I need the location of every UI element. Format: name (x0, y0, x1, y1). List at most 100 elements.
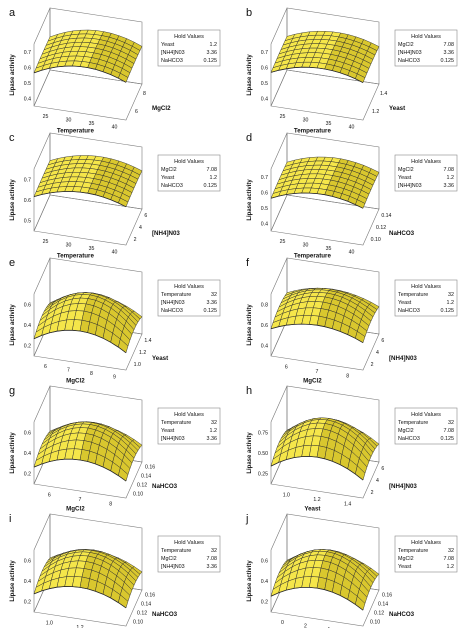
x-axis-title: Yeast (304, 505, 320, 512)
x-tick-label: 35 (89, 246, 95, 252)
hold-values-title: Hold Values (174, 34, 204, 40)
hold-variable: Temperature (161, 548, 191, 554)
z-tick-label: 0.7 (24, 177, 31, 183)
y-tick-label: 4 (376, 350, 379, 356)
hold-value: 3.36 (207, 564, 218, 570)
y-axis-title: Yeast (389, 105, 405, 112)
x-axis-title: Temperature (294, 127, 332, 134)
z-tick-label: 0.2 (261, 600, 268, 606)
hold-value: 3.36 (207, 300, 218, 306)
hold-values-title: Hold Values (174, 412, 204, 418)
y-tick-label: 0.10 (133, 620, 143, 626)
hold-values-box: Hold Values Temperature 32 Yeast 1.2 NaHCO3 0.… (394, 279, 458, 317)
z-axis-title: Lipase activity (10, 179, 16, 221)
z-axis-title: Lipase activity (10, 54, 16, 96)
x-tick-label: 7 (316, 369, 319, 375)
y-tick-label: 1.4 (144, 338, 151, 344)
panel-letter: i (9, 513, 11, 525)
z-tick-label: 0.4 (261, 344, 268, 350)
panel-e: e MgCl2 Yeast Lipase activity 6 7 8 9 1.0 1.2 1.4 0… (9, 257, 221, 384)
hold-values-box: Hold Values Temperature 32 MgCl2 7.08 Yeast 1.… (394, 535, 458, 573)
z-axis-title: Lipase activity (247, 304, 253, 346)
y-axis-title: [NH4]N03 (152, 230, 180, 237)
hold-variable: [NH4]N03 (398, 50, 422, 56)
hold-values-title: Hold Values (411, 34, 441, 40)
axis-box (270, 132, 380, 246)
hold-values-title: Hold Values (411, 284, 441, 290)
y-tick-label: 0.12 (376, 225, 386, 231)
z-tick-label: 0.8 (261, 302, 268, 308)
hold-value: 0.125 (441, 308, 455, 314)
x-tick-label: 30 (303, 117, 309, 123)
panel-letter: f (246, 257, 250, 269)
z-tick-label: 0.6 (24, 65, 31, 71)
z-tick-label: 0.2 (24, 600, 31, 606)
y-tick-label: 0.16 (145, 465, 155, 471)
x-tick-label: 6 (48, 492, 51, 498)
z-tick-label: 0.6 (261, 65, 268, 71)
hold-value: 0.125 (204, 58, 218, 64)
z-axis-title: Lipase activity (247, 179, 253, 221)
hold-values-box: Hold Values Yeast 1.2 [NH4]N03 3.36 NaHCO3 0.1… (157, 29, 221, 67)
hold-value: 32 (211, 420, 217, 426)
hold-values-box: Hold Values Temperature 32 MgCl2 7.08 [NH4]N0… (157, 535, 221, 573)
x-tick-label: 0 (281, 620, 284, 626)
y-tick-label: 2 (371, 490, 374, 496)
panel-letter: b (246, 7, 252, 19)
y-tick-label: 0.14 (141, 602, 151, 608)
z-tick-label: 0.2 (24, 472, 31, 478)
y-axis-title: [NH4]N03 (389, 355, 417, 362)
axis-box (33, 7, 143, 121)
hold-variable: MgCl2 (398, 428, 414, 434)
z-tick-label: 0.7 (261, 175, 268, 181)
hold-variable: [NH4]N03 (161, 300, 185, 306)
hold-variable: NaHCO3 (398, 58, 420, 64)
z-tick-label: 0.2 (24, 344, 31, 350)
hold-values-box: Hold Values MgCl2 7.08 [NH4]N03 3.36 NaHCO3 0.… (394, 29, 458, 67)
hold-value: 1.2 (210, 428, 218, 434)
x-tick-label: 35 (89, 121, 95, 127)
z-tick-label: 0.75 (258, 430, 268, 436)
hold-values-box: Hold Values Temperature 32 MgCl2 7.08 NaHCO3 0… (394, 407, 458, 445)
hold-value: 1.2 (447, 564, 455, 570)
x-tick-label: 7 (79, 497, 82, 503)
hold-variable: Temperature (398, 420, 428, 426)
z-axis-title: Lipase activity (247, 560, 253, 602)
response-surface (270, 287, 380, 344)
hold-values-box: Hold Values Temperature 32 [NH4]N03 3.36 NaHC… (157, 279, 221, 317)
z-tick-label: 0.6 (24, 558, 31, 564)
z-tick-label: 0.6 (261, 558, 268, 564)
x-axis-title: MgCl2 (303, 377, 322, 384)
response-surface (33, 549, 143, 609)
hold-variable: [NH4]N03 (161, 436, 185, 442)
panel-letter: g (9, 385, 15, 397)
y-tick-label: 6 (144, 213, 147, 219)
hold-values-title: Hold Values (411, 540, 441, 546)
y-tick-label: 0.10 (371, 237, 381, 243)
y-tick-label: 0.14 (381, 213, 391, 219)
x-tick-label: 25 (280, 239, 286, 245)
x-tick-label: 6 (285, 364, 288, 370)
y-axis-title: NaHCO3 (389, 611, 415, 618)
y-tick-label: 1.2 (372, 109, 379, 115)
x-tick-label: 35 (326, 246, 332, 252)
x-tick-label: 30 (66, 117, 72, 123)
x-tick-label: 1.2 (313, 497, 320, 503)
y-tick-label: 6 (135, 109, 138, 115)
response-surface (270, 30, 380, 83)
y-tick-label: 1.0 (134, 362, 141, 368)
x-tick-label: 6 (44, 364, 47, 370)
x-axis-title: MgCl2 (66, 377, 85, 384)
y-axis-title: NaHCO3 (152, 611, 178, 618)
y-tick-label: 0.10 (370, 620, 380, 626)
hold-variable: [NH4]N03 (161, 564, 185, 570)
z-axis-title: Lipase activity (10, 304, 16, 346)
hold-variable: MgCl2 (398, 167, 414, 173)
hold-variable: MgCl2 (161, 167, 177, 173)
x-tick-label: 1.0 (283, 492, 290, 498)
response-surface (270, 156, 380, 209)
hold-variable: MgCl2 (161, 556, 177, 562)
z-tick-label: 0.5 (261, 81, 268, 87)
hold-variable: NaHCO3 (161, 183, 183, 189)
